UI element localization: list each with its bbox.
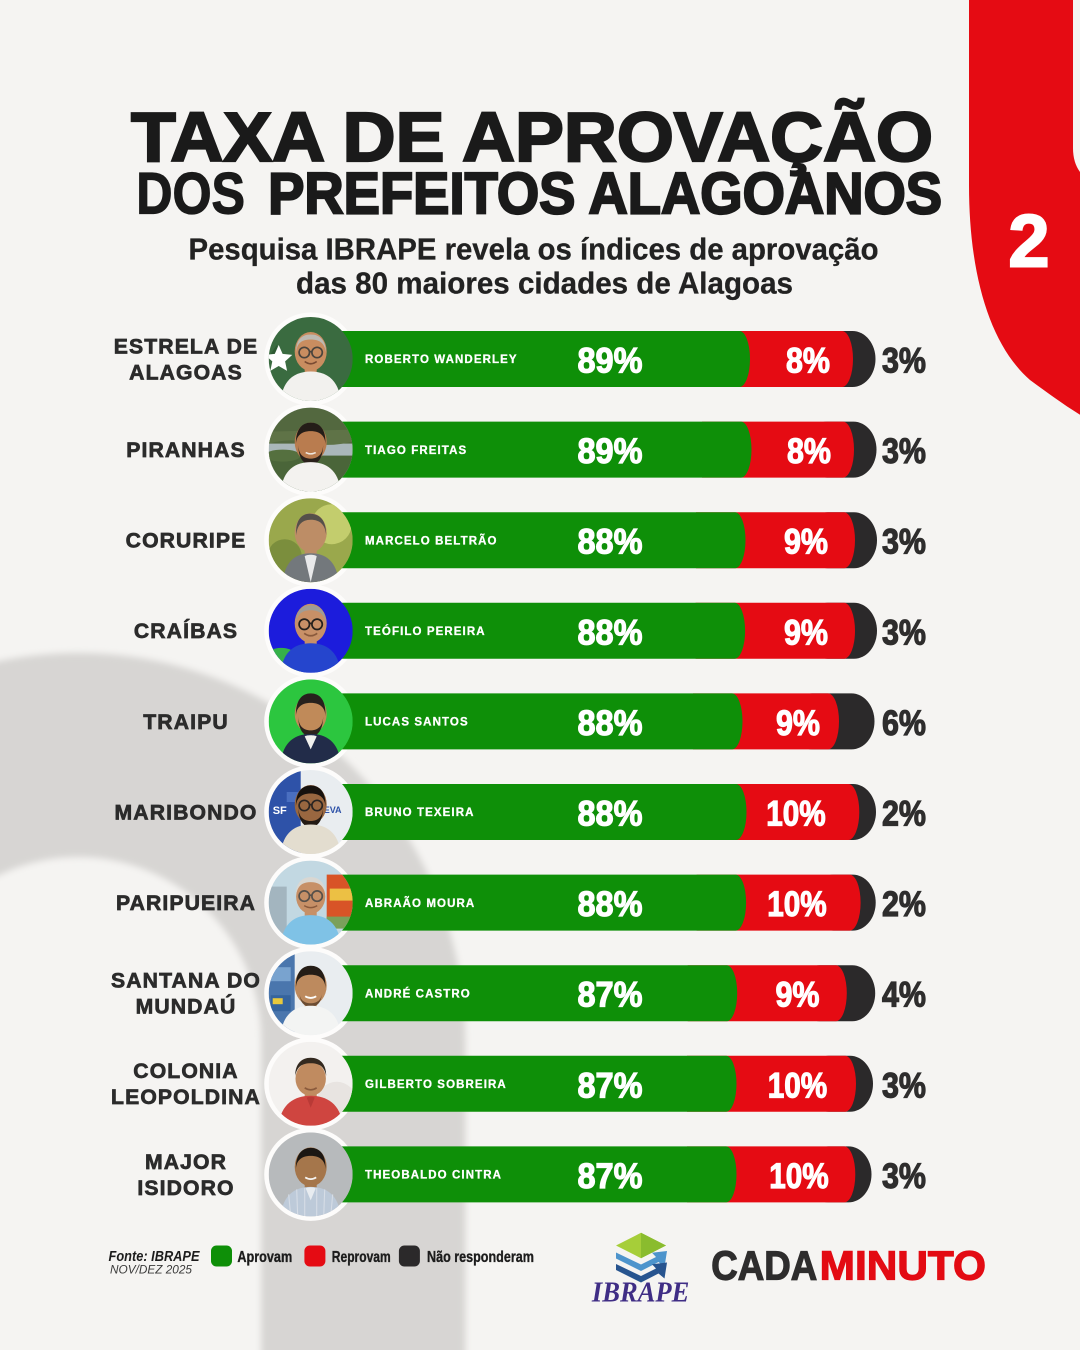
svg-text:3%: 3% <box>882 523 926 562</box>
svg-text:88%: 88% <box>578 523 643 562</box>
svg-text:88%: 88% <box>578 704 643 743</box>
svg-text:ISIDORO: ISIDORO <box>137 1177 234 1200</box>
svg-text:MARCELO BELTRÃO: MARCELO BELTRÃO <box>365 534 498 547</box>
svg-text:MARIBONDO: MARIBONDO <box>115 801 258 824</box>
svg-text:TRAIPU: TRAIPU <box>143 711 228 734</box>
svg-text:SANTANA DO: SANTANA DO <box>111 970 261 993</box>
svg-text:3%: 3% <box>882 1066 926 1105</box>
svg-text:10%: 10% <box>766 795 826 834</box>
svg-text:ALAGOAS: ALAGOAS <box>129 361 243 384</box>
svg-text:Pesquisa IBRAPE revela os índi: Pesquisa IBRAPE revela os índices de apr… <box>189 232 879 267</box>
svg-text:PREFEITOS ALAGOANOS: PREFEITOS ALAGOANOS <box>268 162 942 227</box>
svg-text:COLONIA: COLONIA <box>133 1060 238 1083</box>
svg-text:89%: 89% <box>578 432 643 471</box>
svg-text:NOV/DEZ 2025: NOV/DEZ 2025 <box>110 1262 192 1276</box>
svg-text:CORURIPE: CORURIPE <box>126 530 247 553</box>
svg-text:4%: 4% <box>882 976 926 1015</box>
svg-text:BRUNO TEXEIRA: BRUNO TEXEIRA <box>365 807 475 819</box>
svg-text:88%: 88% <box>578 885 643 924</box>
svg-text:ESTRELA DE: ESTRELA DE <box>114 335 258 358</box>
svg-text:10%: 10% <box>767 885 827 924</box>
svg-text:PIRANHAS: PIRANHAS <box>126 439 245 462</box>
svg-text:TAXA DE APROVAÇÃO: TAXA DE APROVAÇÃO <box>131 98 933 176</box>
svg-text:8%: 8% <box>786 342 830 381</box>
svg-text:3%: 3% <box>882 432 926 471</box>
svg-text:Reprovam: Reprovam <box>332 1249 391 1266</box>
svg-text:IBRAPE: IBRAPE <box>591 1277 689 1309</box>
svg-text:3%: 3% <box>882 1157 926 1196</box>
svg-text:6%: 6% <box>882 704 926 743</box>
svg-text:8%: 8% <box>787 432 831 471</box>
svg-text:88%: 88% <box>578 613 643 652</box>
svg-text:10%: 10% <box>768 1066 828 1105</box>
svg-text:Fonte: IBRAPE: Fonte: IBRAPE <box>109 1248 201 1265</box>
svg-text:87%: 87% <box>578 1066 643 1105</box>
svg-text:LEOPOLDINA: LEOPOLDINA <box>111 1086 261 1109</box>
svg-text:PARIPUEIRA: PARIPUEIRA <box>116 892 256 915</box>
svg-text:CADA: CADA <box>711 1243 817 1289</box>
svg-text:LUCAS SANTOS: LUCAS SANTOS <box>365 717 469 729</box>
svg-text:MUNDAÚ: MUNDAÚ <box>136 994 237 1019</box>
svg-text:Não responderam: Não responderam <box>427 1249 534 1266</box>
svg-text:87%: 87% <box>578 1157 643 1196</box>
svg-text:2: 2 <box>1008 200 1049 283</box>
svg-text:88%: 88% <box>578 795 643 834</box>
svg-text:ABRAÃO MOURA: ABRAÃO MOURA <box>365 897 475 910</box>
svg-text:2%: 2% <box>882 885 926 924</box>
svg-text:Aprovam: Aprovam <box>237 1249 292 1266</box>
svg-text:SF: SF <box>273 805 287 817</box>
svg-text:MAJOR: MAJOR <box>145 1151 227 1174</box>
svg-text:GILBERTO SOBREIRA: GILBERTO SOBREIRA <box>365 1079 507 1091</box>
svg-text:DOS: DOS <box>136 162 245 227</box>
svg-text:9%: 9% <box>784 523 828 562</box>
svg-text:9%: 9% <box>776 976 820 1015</box>
svg-text:3%: 3% <box>882 613 926 652</box>
svg-text:THEOBALDO CINTRA: THEOBALDO CINTRA <box>365 1170 502 1182</box>
svg-text:9%: 9% <box>784 613 828 652</box>
svg-text:TEÓFILO PEREIRA: TEÓFILO PEREIRA <box>365 625 486 638</box>
svg-text:ROBERTO WANDERLEY: ROBERTO WANDERLEY <box>365 354 518 366</box>
svg-text:ANDRÉ CASTRO: ANDRÉ CASTRO <box>365 987 471 1000</box>
svg-text:CRAÍBAS: CRAÍBAS <box>134 618 238 643</box>
svg-text:das 80 maiores cidades de Alag: das 80 maiores cidades de Alagoas <box>296 266 793 301</box>
svg-text:TIAGO FREITAS: TIAGO FREITAS <box>365 445 467 457</box>
svg-text:9%: 9% <box>776 704 820 743</box>
svg-text:EVA: EVA <box>324 805 342 815</box>
svg-text:MINUTO: MINUTO <box>820 1243 986 1289</box>
svg-text:2%: 2% <box>882 795 926 834</box>
svg-text:89%: 89% <box>578 342 643 381</box>
svg-text:87%: 87% <box>578 976 643 1015</box>
svg-text:3%: 3% <box>882 342 926 381</box>
svg-text:10%: 10% <box>769 1157 829 1196</box>
